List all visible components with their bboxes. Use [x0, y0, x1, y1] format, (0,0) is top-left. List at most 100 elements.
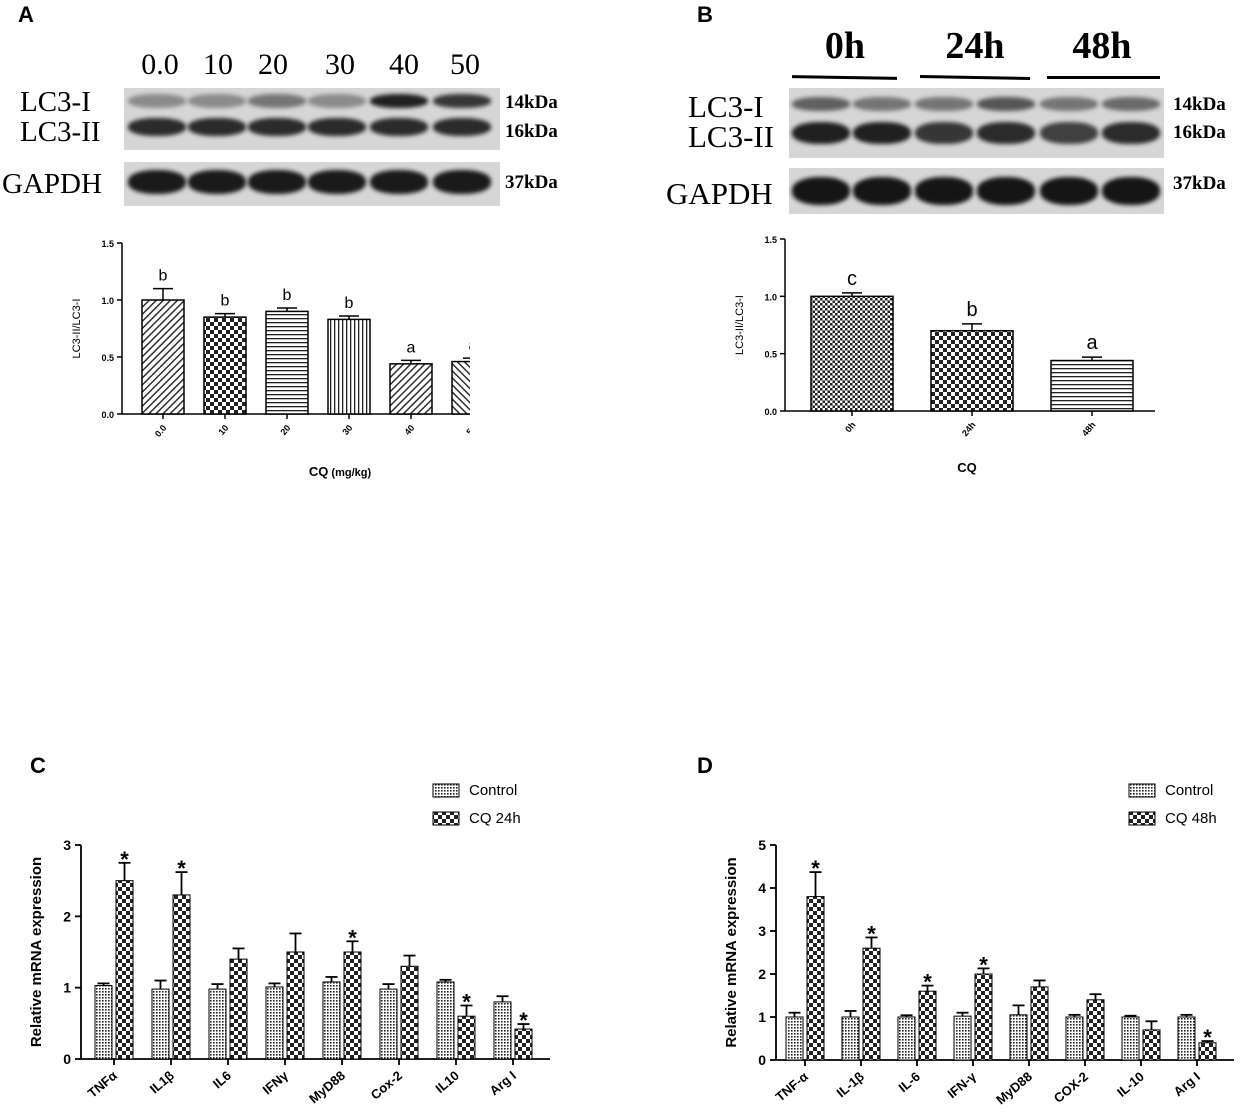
legend-label: Control [469, 782, 517, 799]
chart-a-lc3-ratio-by-dose: 0.0 0.5 1.0 1.5 b 0.0 b 10 b 20 b 30 a 40 a 50 LC3-II/LC… [71, 239, 470, 479]
x-tick-label: 20 [278, 423, 292, 437]
y-tick-label: 0 [63, 1051, 71, 1067]
bar-control [265, 986, 284, 1060]
blot-band [1102, 177, 1160, 205]
y-tick-label: 0 [758, 1052, 766, 1068]
y-tick-label: 1.5 [764, 235, 777, 245]
bar-control [493, 1001, 512, 1060]
kda-label: 14kDa [1173, 94, 1226, 115]
blot-band [308, 94, 366, 108]
x-tick-label: IL-6 [896, 1069, 923, 1095]
y-tick-label: 3 [63, 837, 71, 853]
legend-swatch [432, 811, 460, 826]
blot-band [248, 118, 306, 136]
bar [930, 329, 1014, 412]
blot-band [188, 118, 246, 136]
significance-star: * [462, 990, 471, 1015]
blot-band [977, 177, 1035, 205]
x-tick-label: 50 [464, 423, 470, 437]
lane-label-a: 50 [450, 48, 480, 81]
bar-control [436, 981, 455, 1060]
bar-treated [400, 965, 419, 1060]
x-axis-label: CQ (mg/kg) [309, 464, 372, 479]
legend-label: CQ 48h [1165, 810, 1217, 827]
blot-band [308, 118, 366, 136]
blot-band [128, 94, 186, 108]
legend-swatch [1128, 783, 1156, 798]
bar-control [1065, 1016, 1084, 1061]
lc3-blot-b [789, 88, 1164, 158]
blot-band [792, 122, 850, 144]
significance-star: * [519, 1008, 528, 1033]
blot-band [433, 118, 491, 136]
x-tick-label: IL1β [147, 1068, 177, 1097]
y-tick-label: 4 [758, 880, 766, 896]
significance-star: * [867, 921, 876, 946]
blot-band [1040, 177, 1098, 205]
significance-star: * [1203, 1025, 1212, 1050]
x-tick-label: 48h [1080, 420, 1098, 438]
blot-band [915, 122, 973, 144]
x-tick-label: MyD88 [993, 1069, 1035, 1105]
bar-control [379, 988, 398, 1060]
bar-control [322, 981, 341, 1060]
x-tick-label: Cox-2 [368, 1068, 405, 1103]
bar-control [841, 1016, 860, 1061]
legend-label: Control [1165, 782, 1213, 799]
bar-treated [457, 1015, 476, 1060]
y-tick-label: 0.5 [764, 350, 777, 360]
bar-treated [115, 880, 134, 1060]
significance-letter: a [469, 337, 470, 354]
blot-band [1040, 122, 1098, 144]
y-axis-label: Relative mRNA expression [725, 857, 740, 1047]
blot-band [853, 122, 911, 144]
significance-letter: c [847, 268, 857, 290]
significance-letter: b [159, 268, 168, 285]
kda-label: 37kDa [505, 172, 558, 193]
bar-control [785, 1016, 804, 1061]
bar [203, 316, 247, 415]
x-tick-label: 24h [960, 420, 978, 438]
kda-label: 16kDa [505, 121, 558, 142]
blot-band [977, 97, 1035, 111]
lane-label-a: 30 [325, 48, 355, 81]
panel-a-letter: A [18, 2, 34, 27]
y-tick-label: 1.5 [101, 239, 114, 249]
x-tick-label: TNFα [85, 1068, 120, 1101]
x-tick-label: 10 [216, 423, 230, 437]
significance-star: * [811, 856, 820, 881]
blot-band [308, 170, 366, 194]
bar-control [1121, 1016, 1140, 1061]
bar-treated [862, 947, 881, 1061]
blot-band [188, 94, 246, 108]
chart-b-lc3-ratio-by-time: 0.0 0.5 1.0 1.5 c 0h b 24h a 48h LC3-II/LC3-I CQ [735, 235, 1155, 475]
significance-star: * [979, 952, 988, 977]
legend-swatch [432, 783, 460, 798]
significance-star: * [177, 856, 186, 881]
bar [810, 295, 894, 412]
x-tick-label: IFNγ [260, 1067, 292, 1097]
lane-underline [919, 75, 1031, 80]
band-label-gapdh: GAPDH [666, 176, 773, 211]
y-tick-label: 0.5 [101, 353, 114, 363]
y-tick-label: 1 [758, 1009, 766, 1025]
blot-band [248, 94, 306, 108]
blot-band [792, 97, 850, 111]
blot-band [915, 97, 973, 111]
x-tick-label: IL-10 [1114, 1069, 1147, 1100]
lane-label-a: 20 [258, 48, 288, 81]
lane-label-b: 48h [1072, 25, 1132, 67]
band-label-lc3-i: LC3-I [688, 89, 764, 124]
x-tick-label: 30 [340, 423, 354, 437]
blot-band [128, 118, 186, 136]
y-tick-label: 2 [63, 908, 71, 924]
x-tick-label: TNF-α [772, 1069, 810, 1105]
y-tick-label: 1.0 [764, 292, 777, 302]
bar-treated [343, 951, 362, 1060]
panel-b-letter: B [697, 2, 713, 27]
significance-letter: b [283, 287, 292, 304]
band-label-lc3-i: LC3-I [20, 86, 91, 118]
band-label-lc3-ii: LC3-II [688, 119, 775, 154]
blot-band [1102, 97, 1160, 111]
y-axis-label: LC3-II/LC3-I [735, 295, 746, 355]
